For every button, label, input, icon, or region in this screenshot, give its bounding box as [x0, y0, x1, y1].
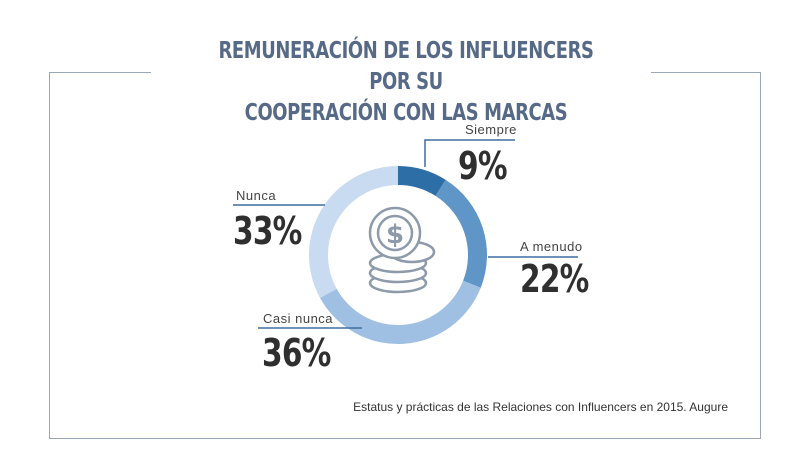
title-line-1: REMUNERACIÓN DE LOS INFLUENCERS POR SU: [218, 38, 594, 95]
coins-dollar-icon: $: [368, 206, 436, 294]
value-siempre: 9%: [458, 144, 508, 188]
leader-line-siempre: [424, 139, 515, 167]
label-siempre: Siempre: [465, 122, 517, 137]
frame-top-border-right: [651, 72, 761, 73]
value-casi-nunca: 36%: [262, 331, 331, 375]
value-a-menudo: 22%: [520, 257, 589, 301]
source-note: Estatus y prácticas de las Relaciones co…: [353, 400, 728, 414]
frame-top-border-left: [49, 72, 151, 73]
chart-title: REMUNERACIÓN DE LOS INFLUENCERS POR SU C…: [206, 36, 605, 129]
label-casi-nunca: Casi nunca: [263, 311, 334, 326]
chart-frame: [49, 72, 761, 439]
title-line-2: COOPERACIÓN CON LAS MARCAS: [244, 100, 568, 126]
donut-slice-a-menudo: [435, 179, 488, 288]
svg-text:$: $: [386, 220, 404, 250]
donut-slice-nunca: [309, 166, 398, 298]
label-nunca: Nunca: [236, 188, 277, 203]
donut-slice-siempre: [398, 166, 446, 196]
value-nunca: 33%: [233, 209, 302, 253]
label-a-menudo: A menudo: [520, 239, 583, 254]
